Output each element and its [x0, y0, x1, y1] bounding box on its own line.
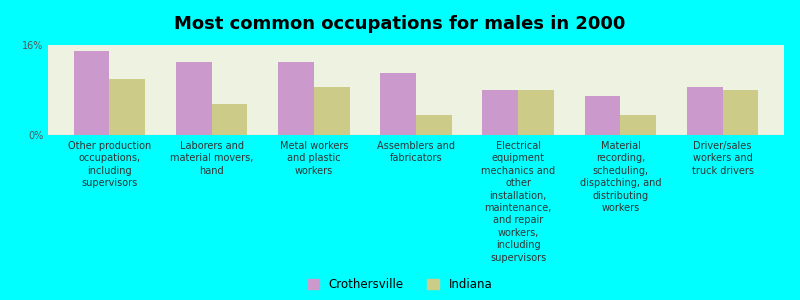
- Text: Driver/sales
workers and
truck drivers: Driver/sales workers and truck drivers: [692, 141, 754, 176]
- Bar: [687, 87, 722, 135]
- Text: Most common occupations for males in 2000: Most common occupations for males in 200…: [174, 15, 626, 33]
- Text: Laborers and
material movers,
hand: Laborers and material movers, hand: [170, 141, 254, 176]
- Bar: [211, 104, 247, 135]
- Bar: [278, 62, 314, 135]
- Text: Electrical
equipment
mechanics and
other
installation,
maintenance,
and repair
w: Electrical equipment mechanics and other…: [481, 141, 555, 262]
- Text: Metal workers
and plastic
workers: Metal workers and plastic workers: [279, 141, 348, 176]
- Bar: [74, 51, 110, 135]
- Bar: [518, 90, 554, 135]
- Bar: [585, 96, 621, 135]
- Bar: [176, 62, 211, 135]
- Bar: [416, 115, 452, 135]
- Text: Assemblers and
fabricators: Assemblers and fabricators: [377, 141, 455, 164]
- Bar: [621, 115, 656, 135]
- Bar: [314, 87, 350, 135]
- Bar: [380, 73, 416, 135]
- Text: Other production
occupations,
including
supervisors: Other production occupations, including …: [68, 141, 151, 188]
- Bar: [110, 79, 145, 135]
- Legend: Crothersville, Indiana: Crothersville, Indiana: [307, 278, 493, 291]
- Text: Material
recording,
scheduling,
dispatching, and
distributing
workers: Material recording, scheduling, dispatch…: [580, 141, 661, 213]
- Bar: [722, 90, 758, 135]
- Bar: [482, 90, 518, 135]
